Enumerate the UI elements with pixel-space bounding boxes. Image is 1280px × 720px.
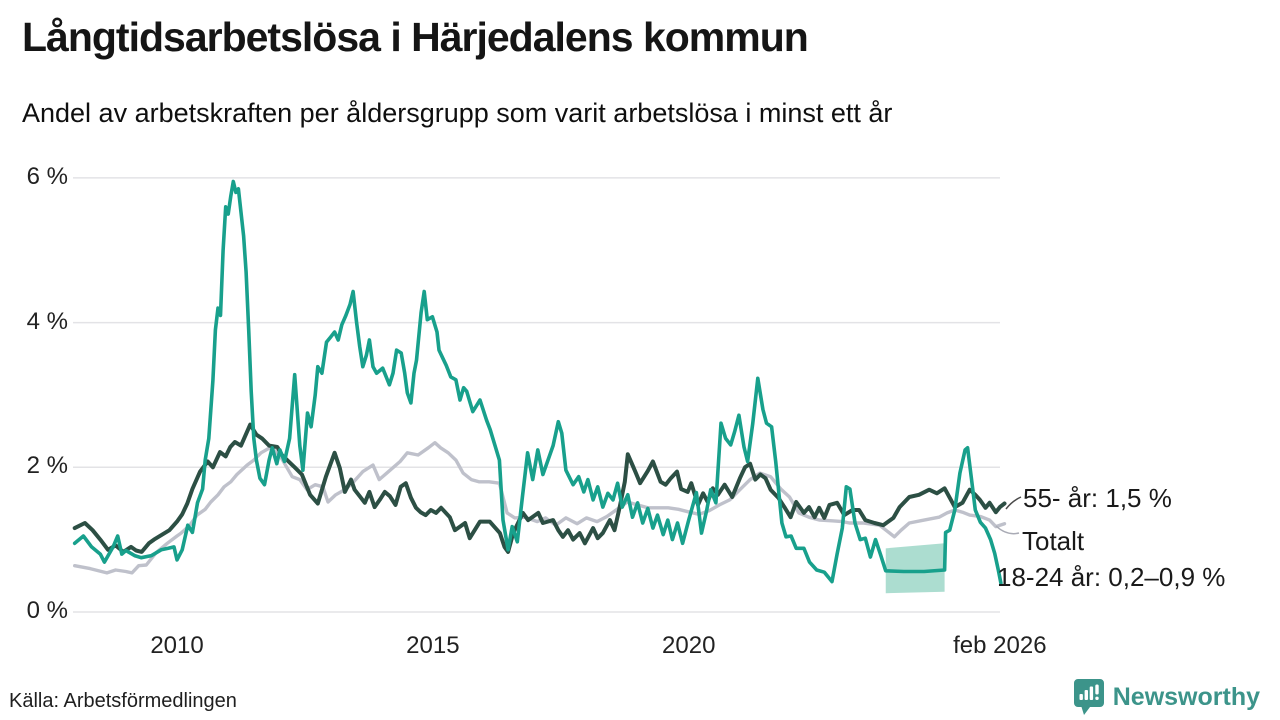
page-title: Långtidsarbetslösa i Härjedalens kommun	[22, 14, 809, 60]
newsworthy-logo-icon	[1073, 679, 1104, 715]
uncertainty-band-18-24	[885, 543, 945, 594]
data-lines	[72, 179, 1007, 585]
uncertainty-band	[885, 543, 945, 594]
newsworthy-logo-text: Newsworthy	[1112, 682, 1260, 711]
series-label-18-24-ar: 18-24 år: 0,2–0,9 %	[997, 562, 1226, 592]
y-tick-0: 0 %	[26, 597, 68, 624]
x-tick-2010: 2010	[150, 632, 204, 659]
y-tick-2: 2 %	[26, 452, 68, 480]
series-line-55-r	[72, 422, 1007, 554]
y-tick-6: 6 %	[26, 162, 68, 190]
x-tick-2015: 2015	[406, 632, 460, 659]
connector-total-line	[995, 525, 1020, 535]
series-line-18-24-r	[72, 179, 1003, 585]
connector-55-line	[1005, 496, 1022, 510]
source-note: Källa: Arbetsförmedlingen	[9, 690, 237, 712]
y-tick-4: 4 %	[26, 307, 68, 335]
series-label-totalt: Totalt	[1022, 526, 1085, 556]
series-label-55-ar: 55- år: 1,5 %	[1023, 483, 1172, 513]
x-tick-2020: 2020	[662, 632, 716, 659]
page-subtitle: Andel av arbetskraften per åldersgrupp s…	[22, 98, 893, 128]
x-tick-feb-2026: feb 2026	[953, 632, 1047, 659]
label-connectors	[995, 496, 1022, 535]
newsworthy-brand: Newsworthy	[1073, 678, 1260, 716]
